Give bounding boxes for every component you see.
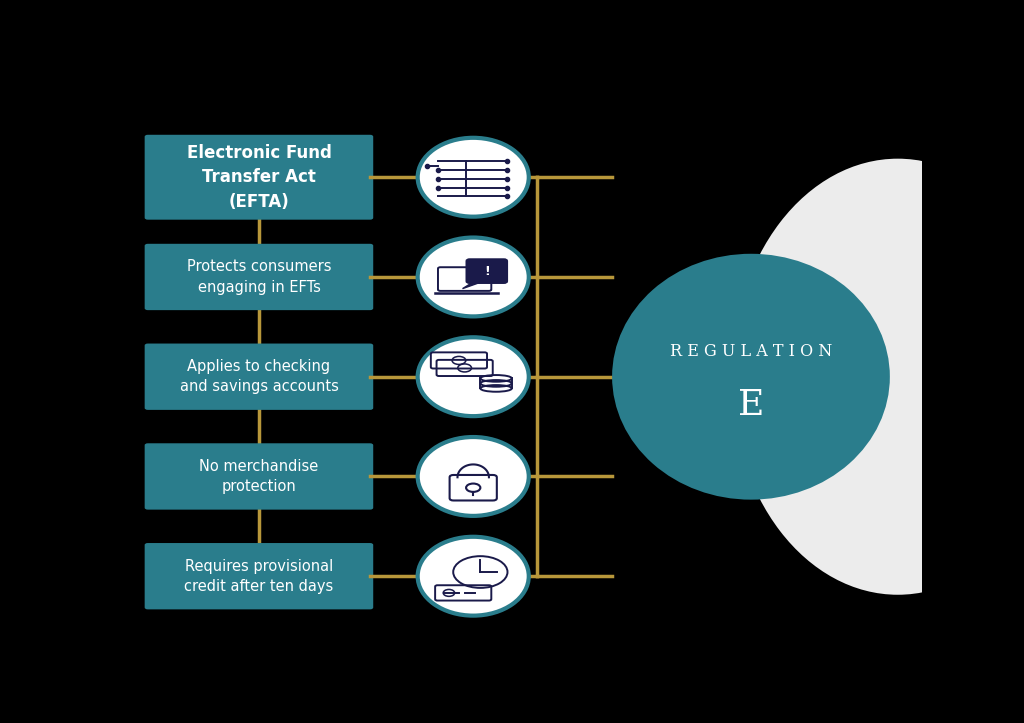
Polygon shape: [463, 281, 482, 288]
Text: E: E: [737, 388, 764, 422]
Ellipse shape: [418, 138, 528, 217]
Text: Electronic Fund
Transfer Act
(EFTA): Electronic Fund Transfer Act (EFTA): [186, 144, 332, 210]
Ellipse shape: [418, 238, 528, 317]
Text: Requires provisional
credit after ten days: Requires provisional credit after ten da…: [184, 558, 334, 594]
Ellipse shape: [418, 337, 528, 416]
Text: Protects consumers
engaging in EFTs: Protects consumers engaging in EFTs: [186, 260, 331, 295]
Ellipse shape: [418, 536, 528, 616]
FancyBboxPatch shape: [144, 134, 373, 220]
Text: Applies to checking
and savings accounts: Applies to checking and savings accounts: [179, 359, 338, 395]
FancyBboxPatch shape: [467, 260, 507, 283]
FancyBboxPatch shape: [144, 443, 373, 510]
FancyBboxPatch shape: [144, 244, 373, 310]
FancyBboxPatch shape: [144, 343, 373, 410]
Ellipse shape: [612, 254, 890, 500]
Ellipse shape: [731, 158, 1024, 595]
Ellipse shape: [418, 437, 528, 516]
Text: !: !: [484, 265, 489, 278]
FancyBboxPatch shape: [144, 543, 373, 609]
Text: No merchandise
protection: No merchandise protection: [200, 459, 318, 494]
Text: R E G U L A T I O N: R E G U L A T I O N: [670, 343, 833, 360]
